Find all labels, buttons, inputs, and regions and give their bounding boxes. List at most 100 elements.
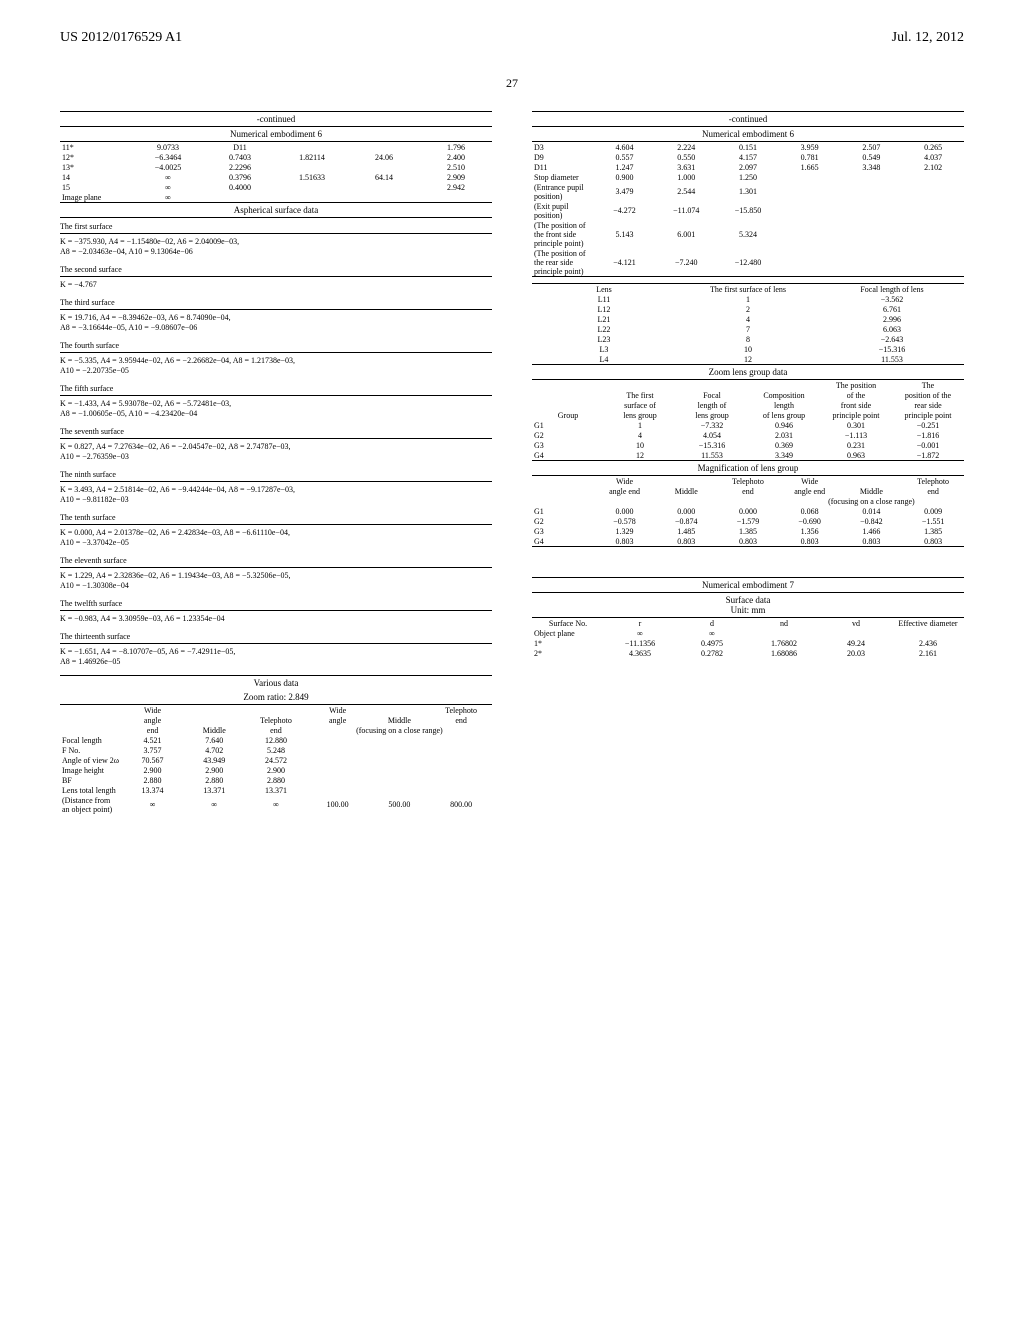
surface-entry: The first surfaceK = −375.930, A4 = −1.1… (60, 222, 492, 257)
table-cell (748, 628, 820, 638)
table-header: rear side (892, 400, 964, 410)
table-cell: 1.247 (594, 162, 656, 172)
surface-equation: K = −375.930, A4 = −1.15480e−02, A6 = 2.… (60, 237, 492, 257)
table-header: lens group (676, 410, 748, 420)
table-header: Telephoto (245, 715, 307, 725)
surface-entry: The tenth surfaceK = 0.000, A4 = 2.01378… (60, 513, 492, 548)
table-header: nd (748, 618, 820, 628)
right-top-table: D34.6042.2240.1513.9592.5070.265D90.5570… (532, 142, 964, 276)
table-header: end (430, 715, 492, 725)
pub-date: Jul. 12, 2012 (892, 30, 964, 46)
table-cell: Object plane (532, 628, 604, 638)
table-cell: −11.074 (655, 201, 717, 220)
table-cell: 4 (676, 314, 820, 324)
table-cell: BF (60, 775, 122, 785)
table-cell: 3.348 (841, 162, 903, 172)
table-cell: 4.157 (717, 152, 779, 162)
table-cell: 0.2782 (676, 648, 748, 658)
table-cell: 2.224 (655, 142, 717, 152)
table-cell: 0.781 (779, 152, 841, 162)
table-cell: 1.82114 (276, 152, 348, 162)
table-header: Surface No. (532, 618, 604, 628)
table-cell: 2.996 (820, 314, 964, 324)
continued-label-r: -continued (532, 112, 964, 126)
table-row: (Entrance pupil position)3.4792.5441.301 (532, 182, 964, 201)
table-cell: −0.690 (779, 516, 841, 526)
table-row: Image plane∞ (60, 192, 492, 202)
table-cell: Image height (60, 765, 122, 775)
table-cell: 0.963 (820, 450, 892, 460)
table-header: Focal (676, 390, 748, 400)
table-row: G310−15.3160.3690.231−0.001 (532, 440, 964, 450)
surface-entry: The third surfaceK = 19.716, A4 = −8.394… (60, 298, 492, 333)
table-cell: −11.1356 (604, 638, 676, 648)
table-cell (307, 755, 369, 765)
table-header: Effective diameter (892, 618, 964, 628)
table-cell: 1* (532, 638, 604, 648)
table-header: The first surface of lens (676, 284, 820, 294)
table-header (655, 476, 717, 486)
table-cell: D3 (532, 142, 594, 152)
table-cell: (Exit pupil position) (532, 201, 594, 220)
table-header: Telephoto (902, 476, 964, 486)
table-cell (369, 755, 431, 765)
table-cell: ∞ (245, 795, 307, 814)
table-cell (276, 162, 348, 172)
table-header (594, 496, 656, 506)
table-cell: 3.479 (594, 182, 656, 201)
surface-equation: K = −1.651, A4 = −8.10707e−05, A6 = −7.4… (60, 647, 492, 667)
surface-equation: K = 3.493, A4 = 2.51814e−02, A6 = −9.442… (60, 485, 492, 505)
table-cell: L22 (532, 324, 676, 334)
surface-entry: The eleventh surfaceK = 1.229, A4 = 2.32… (60, 556, 492, 591)
table-header: angle (307, 715, 369, 725)
table-cell: ∞ (122, 795, 184, 814)
table-cell: 0.000 (717, 506, 779, 516)
table-cell: −2.643 (820, 334, 964, 344)
surface-label: The second surface (60, 265, 492, 277)
table-row: L310−15.316 (532, 344, 964, 354)
table-cell: 1.356 (779, 526, 841, 536)
table-cell: 2.400 (420, 152, 492, 162)
table-cell: Lens total length (60, 785, 122, 795)
table-header: principle point (820, 410, 892, 420)
surface-equation: K = 0.827, A4 = 7.27634e−02, A6 = −2.045… (60, 442, 492, 462)
table-row: Angle of view 2ω70.56743.94924.572 (60, 755, 492, 765)
table-cell: 0.301 (820, 420, 892, 430)
surface-equation: K = 0.000, A4 = 2.01378e−02, A6 = 2.4283… (60, 528, 492, 548)
table-cell: 2.097 (717, 162, 779, 172)
table-cell: 0.231 (820, 440, 892, 450)
table-cell: (Entrance pupil position) (532, 182, 594, 201)
various-data-label: Various data (60, 676, 492, 690)
table-cell: 7 (676, 324, 820, 334)
emb7-table: Surface No.rdndvdEffective diameter Obje… (532, 618, 964, 658)
table-cell (348, 182, 420, 192)
surface-entry: The fourth surfaceK = −5.335, A4 = 3.959… (60, 341, 492, 376)
table-cell (348, 162, 420, 172)
table-cell: 1.76802 (748, 638, 820, 648)
table-header: of the (820, 390, 892, 400)
table-cell: L21 (532, 314, 676, 324)
table-cell: 0.369 (748, 440, 820, 450)
table-cell (779, 172, 841, 182)
table-header: vd (820, 618, 892, 628)
table-cell (841, 182, 903, 201)
table-cell (276, 182, 348, 192)
table-row: 13*−4.00252.22962.510 (60, 162, 492, 172)
table-cell (369, 765, 431, 775)
table-cell: 5.248 (245, 745, 307, 755)
table-cell (841, 220, 903, 248)
table-row: 15∞0.40002.942 (60, 182, 492, 192)
table-cell: 0.151 (717, 142, 779, 152)
table-cell (307, 785, 369, 795)
table-cell: 0.803 (902, 536, 964, 546)
table-cell: −1.872 (892, 450, 964, 460)
table-header: Wide (122, 705, 184, 715)
table-row: L111−3.562 (532, 294, 964, 304)
table-cell (430, 735, 492, 745)
table-header: Group (532, 410, 604, 420)
table-cell: 2.436 (892, 638, 964, 648)
table-cell: 0.068 (779, 506, 841, 516)
table-header: The (892, 380, 964, 390)
table-header: angle end (594, 486, 656, 496)
table-row: 11*9.0733D111.796 (60, 142, 492, 152)
